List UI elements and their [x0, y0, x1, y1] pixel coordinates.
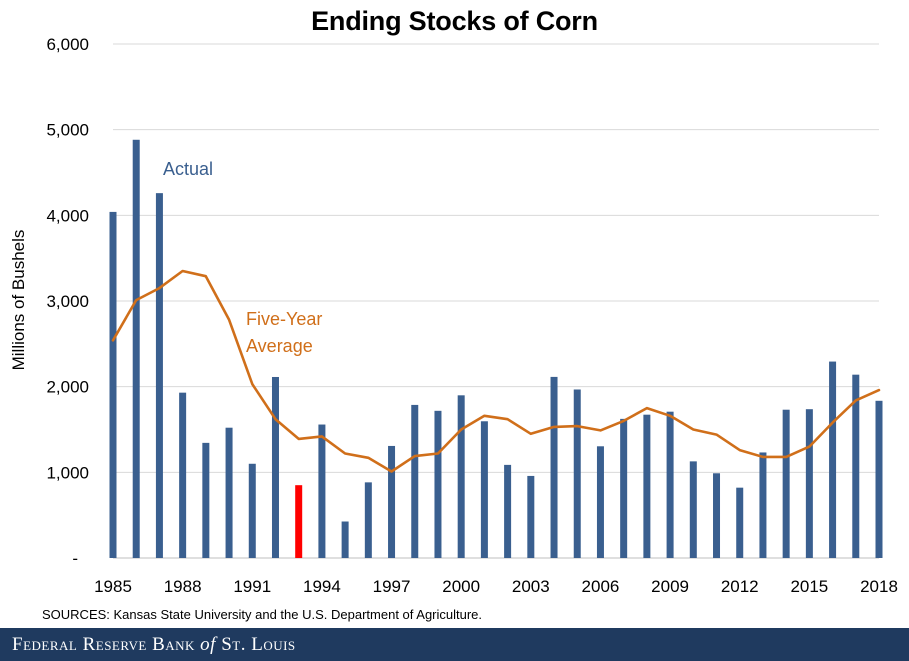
footer-banner: Federal Reserve Bank of St. Louis — [0, 628, 909, 661]
bar-1987 — [155, 193, 163, 558]
bar-2015 — [805, 409, 813, 558]
y-tick-label: 3,000 — [46, 292, 89, 311]
bar-2010 — [689, 461, 697, 558]
chart-area: - 1,000 2,000 3,000 4,000 5,000 6,000 1985 1988… — [9, 35, 898, 596]
y-tick-label: 1,000 — [46, 463, 89, 482]
bar-2018 — [875, 400, 883, 558]
x-axis-ticks: 1985 1988 1991 1994 1997 2000 2003 2006 2009 2012… — [94, 577, 898, 596]
bar-2008 — [643, 414, 651, 558]
bar-2012 — [736, 487, 744, 558]
bar-2000 — [457, 395, 465, 558]
footer-brand-part2: St. Louis — [215, 634, 296, 655]
y-tick-label: - — [72, 549, 78, 568]
bar-2002 — [504, 464, 512, 558]
bar-2004 — [550, 376, 558, 558]
x-tick-label: 1991 — [233, 577, 271, 596]
source-note: SOURCES: Kansas State University and the… — [42, 607, 483, 622]
bar-2016 — [829, 361, 837, 558]
bar-2007 — [620, 418, 628, 558]
bar-1989 — [202, 442, 210, 558]
gridlines — [113, 43, 879, 559]
bar-2011 — [713, 473, 721, 558]
bar-2006 — [596, 446, 604, 558]
average-annotation-line1: Five-Year — [246, 309, 322, 329]
bar-1998 — [411, 404, 419, 558]
y-tick-label: 6,000 — [46, 35, 89, 54]
actual-annotation: Actual — [163, 159, 213, 179]
x-tick-label: 1988 — [164, 577, 202, 596]
y-axis-ticks: - 1,000 2,000 3,000 4,000 5,000 6,000 — [46, 35, 89, 568]
bar-1992 — [271, 376, 279, 558]
footer-brand: Federal Reserve Bank of St. Louis — [12, 634, 296, 656]
bar-1986 — [132, 139, 140, 558]
average-line-series — [111, 269, 881, 473]
average-line — [111, 269, 881, 473]
x-tick-label: 2000 — [442, 577, 480, 596]
bar-1994 — [318, 424, 326, 558]
bar-2005 — [573, 389, 581, 558]
bar-2009 — [666, 411, 674, 558]
x-tick-label: 2015 — [790, 577, 828, 596]
bar-1996 — [364, 482, 372, 558]
bar-1988 — [179, 392, 187, 558]
y-tick-label: 4,000 — [46, 206, 89, 225]
footer-brand-of: of — [200, 634, 216, 655]
y-tick-label: 2,000 — [46, 378, 89, 397]
x-tick-label: 1994 — [303, 577, 341, 596]
bar-2001 — [480, 421, 488, 558]
footer-brand-part1: Federal Reserve Bank — [12, 634, 201, 655]
x-tick-label: 1985 — [94, 577, 132, 596]
bar-1985 — [109, 211, 117, 558]
bar-2003 — [527, 475, 535, 558]
x-tick-label: 2009 — [651, 577, 689, 596]
x-tick-label: 2018 — [860, 577, 898, 596]
x-tick-label: 2012 — [721, 577, 759, 596]
y-tick-label: 5,000 — [46, 121, 89, 140]
bar-2017 — [852, 374, 860, 558]
bar-2014 — [782, 409, 790, 558]
average-annotation-line2: Average — [246, 336, 313, 356]
x-tick-label: 1997 — [373, 577, 411, 596]
chart-title: Ending Stocks of Corn — [311, 6, 598, 36]
bar-series — [109, 139, 883, 558]
bar-2013 — [759, 452, 767, 558]
x-tick-label: 2003 — [512, 577, 550, 596]
bar-1995 — [341, 521, 349, 558]
bar-1999 — [434, 410, 442, 558]
bar-1991 — [248, 463, 256, 558]
bar-1990 — [225, 427, 233, 558]
bar-1993 — [295, 485, 303, 558]
bar-1997 — [388, 445, 396, 558]
x-tick-label: 2006 — [582, 577, 620, 596]
y-axis-label: Millions of Bushels — [9, 230, 28, 371]
